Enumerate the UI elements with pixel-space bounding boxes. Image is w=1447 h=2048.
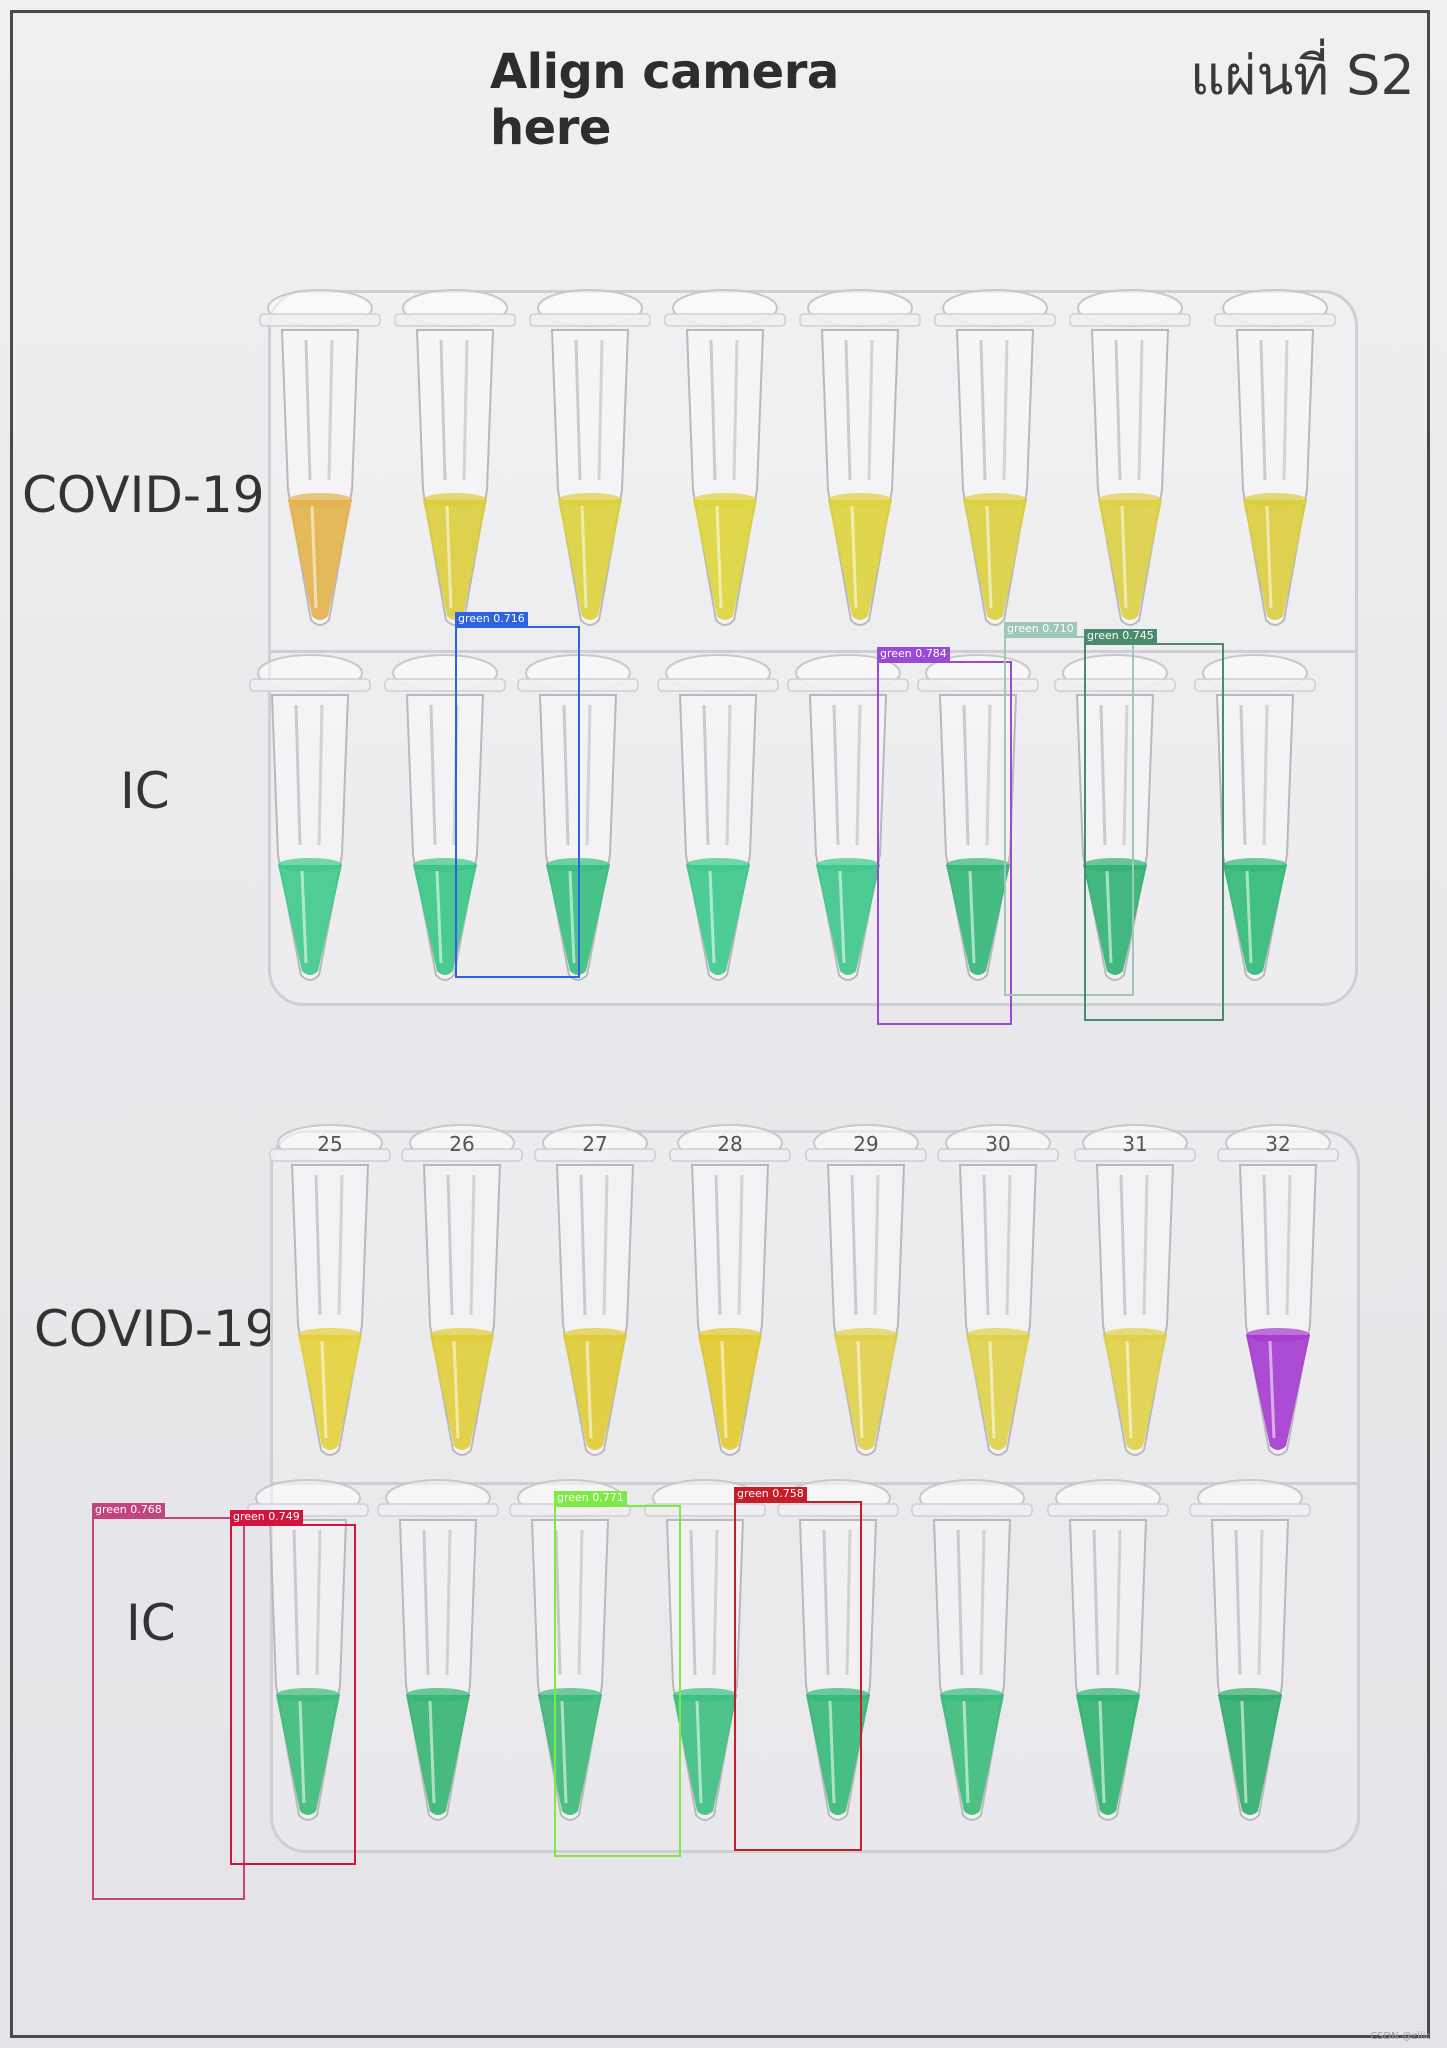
tube-covid-bottom-1: 25 bbox=[269, 1124, 391, 1456]
detection-box-1: green 0.716 bbox=[455, 612, 580, 978]
detection-label-8: green 0.758 bbox=[734, 1487, 807, 1501]
tube-cap-number-6: 30 bbox=[985, 1132, 1010, 1156]
tube-ic-top-8 bbox=[1194, 654, 1316, 981]
tube-ic-bottom-liquid-5 bbox=[806, 1695, 870, 1815]
tube-ic-top-5 bbox=[787, 654, 909, 981]
tube-covid-top-8 bbox=[1214, 289, 1336, 626]
tube-covid-top-liquid-7 bbox=[1098, 500, 1162, 620]
tube-ic-top-4 bbox=[657, 654, 779, 981]
tube-ic-top-1 bbox=[249, 654, 371, 981]
tube-cap-number-5: 29 bbox=[853, 1132, 878, 1156]
tube-covid-top-3 bbox=[529, 289, 651, 626]
row-label-ic-bottom: IC bbox=[126, 1594, 176, 1652]
tube-ic-bottom-4 bbox=[644, 1479, 766, 1821]
detection-label-1: green 0.716 bbox=[455, 612, 528, 626]
tube-covid-bottom-2: 26 bbox=[401, 1124, 523, 1456]
row-label-covid-top: COVID-19 bbox=[22, 466, 265, 524]
tube-ic-top-liquid-7 bbox=[1083, 865, 1147, 975]
sheet-border bbox=[10, 10, 1430, 2038]
tube-ic-bottom-2 bbox=[377, 1479, 499, 1821]
tube-ic-top-liquid-5 bbox=[816, 865, 880, 975]
tube-covid-top-liquid-8 bbox=[1243, 500, 1307, 620]
watermark: CSDN @ziiic bbox=[1370, 2031, 1431, 2042]
tube-ic-bottom-5 bbox=[777, 1479, 899, 1821]
tube-covid-bottom-liquid-3 bbox=[563, 1335, 627, 1450]
detection-box-3: green 0.710 bbox=[1004, 622, 1134, 996]
tube-covid-top-liquid-4 bbox=[693, 500, 757, 620]
row-label-covid-bottom: COVID-19 bbox=[34, 1300, 277, 1358]
tube-ic-bottom-liquid-6 bbox=[940, 1695, 1004, 1815]
tube-covid-bottom-4: 28 bbox=[669, 1124, 791, 1456]
tube-covid-top-liquid-2 bbox=[423, 500, 487, 620]
tube-covid-top-liquid-1 bbox=[288, 500, 352, 620]
tube-covid-top-liquid-6 bbox=[963, 500, 1027, 620]
tube-covid-bottom-liquid-6 bbox=[966, 1335, 1030, 1450]
tube-covid-top-liquid-5 bbox=[828, 500, 892, 620]
tube-cap-number-8: 32 bbox=[1265, 1132, 1290, 1156]
tube-covid-top-7 bbox=[1069, 289, 1191, 626]
tube-covid-bottom-liquid-8 bbox=[1246, 1335, 1310, 1450]
detection-box-6: green 0.749 bbox=[230, 1510, 356, 1865]
detection-box-4: green 0.745 bbox=[1084, 629, 1224, 1021]
detection-label-7: green 0.771 bbox=[554, 1491, 627, 1505]
tube-ic-top-liquid-8 bbox=[1223, 865, 1287, 975]
detection-box-7: green 0.771 bbox=[554, 1491, 681, 1857]
tube-ic-top-6 bbox=[917, 654, 1039, 981]
tube-ic-bottom-8 bbox=[1189, 1479, 1311, 1821]
tube-covid-top-liquid-3 bbox=[558, 500, 622, 620]
detection-label-4: green 0.745 bbox=[1084, 629, 1157, 643]
tube-covid-bottom-liquid-1 bbox=[298, 1335, 362, 1450]
tube-ic-top-liquid-4 bbox=[686, 865, 750, 975]
tube-covid-bottom-8: 32 bbox=[1217, 1124, 1339, 1456]
tube-cap-number-1: 25 bbox=[317, 1132, 342, 1156]
tube-ic-bottom-liquid-8 bbox=[1218, 1695, 1282, 1815]
tube-covid-bottom-liquid-2 bbox=[430, 1335, 494, 1450]
detection-box-2: green 0.784 bbox=[877, 647, 1012, 1025]
tube-covid-top-5 bbox=[799, 289, 921, 626]
row-label-ic-top: IC bbox=[120, 762, 170, 820]
tube-ic-top-liquid-2 bbox=[413, 865, 477, 975]
tube-covid-bottom-5: 29 bbox=[805, 1124, 927, 1456]
detection-box-8: green 0.758 bbox=[734, 1487, 862, 1851]
tube-ic-bottom-6 bbox=[911, 1479, 1033, 1821]
tube-cap-number-3: 27 bbox=[582, 1132, 607, 1156]
tube-covid-bottom-liquid-4 bbox=[698, 1335, 762, 1450]
tube-cap-number-2: 26 bbox=[449, 1132, 474, 1156]
tube-covid-bottom-7: 31 bbox=[1074, 1124, 1196, 1456]
detection-label-3: green 0.710 bbox=[1004, 622, 1077, 636]
tube-covid-top-1 bbox=[259, 289, 381, 626]
tube-ic-bottom-1 bbox=[247, 1479, 369, 1821]
tube-covid-bottom-liquid-5 bbox=[834, 1335, 898, 1450]
page-title: Align camera here bbox=[490, 44, 839, 156]
tube-ic-bottom-liquid-2 bbox=[406, 1695, 470, 1815]
tube-covid-top-4 bbox=[664, 289, 786, 626]
tube-covid-top-6 bbox=[934, 289, 1056, 626]
tube-covid-bottom-liquid-7 bbox=[1103, 1335, 1167, 1450]
tube-covid-bottom-6: 30 bbox=[937, 1124, 1059, 1456]
detection-box-5: green 0.768 bbox=[92, 1503, 245, 1900]
detection-label-6: green 0.749 bbox=[230, 1510, 303, 1524]
tube-ic-top-7 bbox=[1054, 654, 1176, 981]
detection-label-5: green 0.768 bbox=[92, 1503, 165, 1517]
sheet-number: แผ่นที่ S2 bbox=[1190, 44, 1415, 107]
tube-ic-bottom-liquid-7 bbox=[1076, 1695, 1140, 1815]
plate-divider-top bbox=[270, 650, 1356, 653]
tube-cap-number-4: 28 bbox=[717, 1132, 742, 1156]
tube-cap-number-7: 31 bbox=[1122, 1132, 1147, 1156]
tube-ic-bottom-liquid-4 bbox=[673, 1695, 737, 1815]
tube-covid-bottom-3: 27 bbox=[534, 1124, 656, 1456]
detection-label-2: green 0.784 bbox=[877, 647, 950, 661]
tube-ic-bottom-7 bbox=[1047, 1479, 1169, 1821]
tube-covid-top-2 bbox=[394, 289, 516, 626]
tube-ic-top-liquid-1 bbox=[278, 865, 342, 975]
tube-ic-top-liquid-6 bbox=[946, 865, 1010, 975]
tube-ic-bottom-liquid-1 bbox=[276, 1695, 340, 1815]
